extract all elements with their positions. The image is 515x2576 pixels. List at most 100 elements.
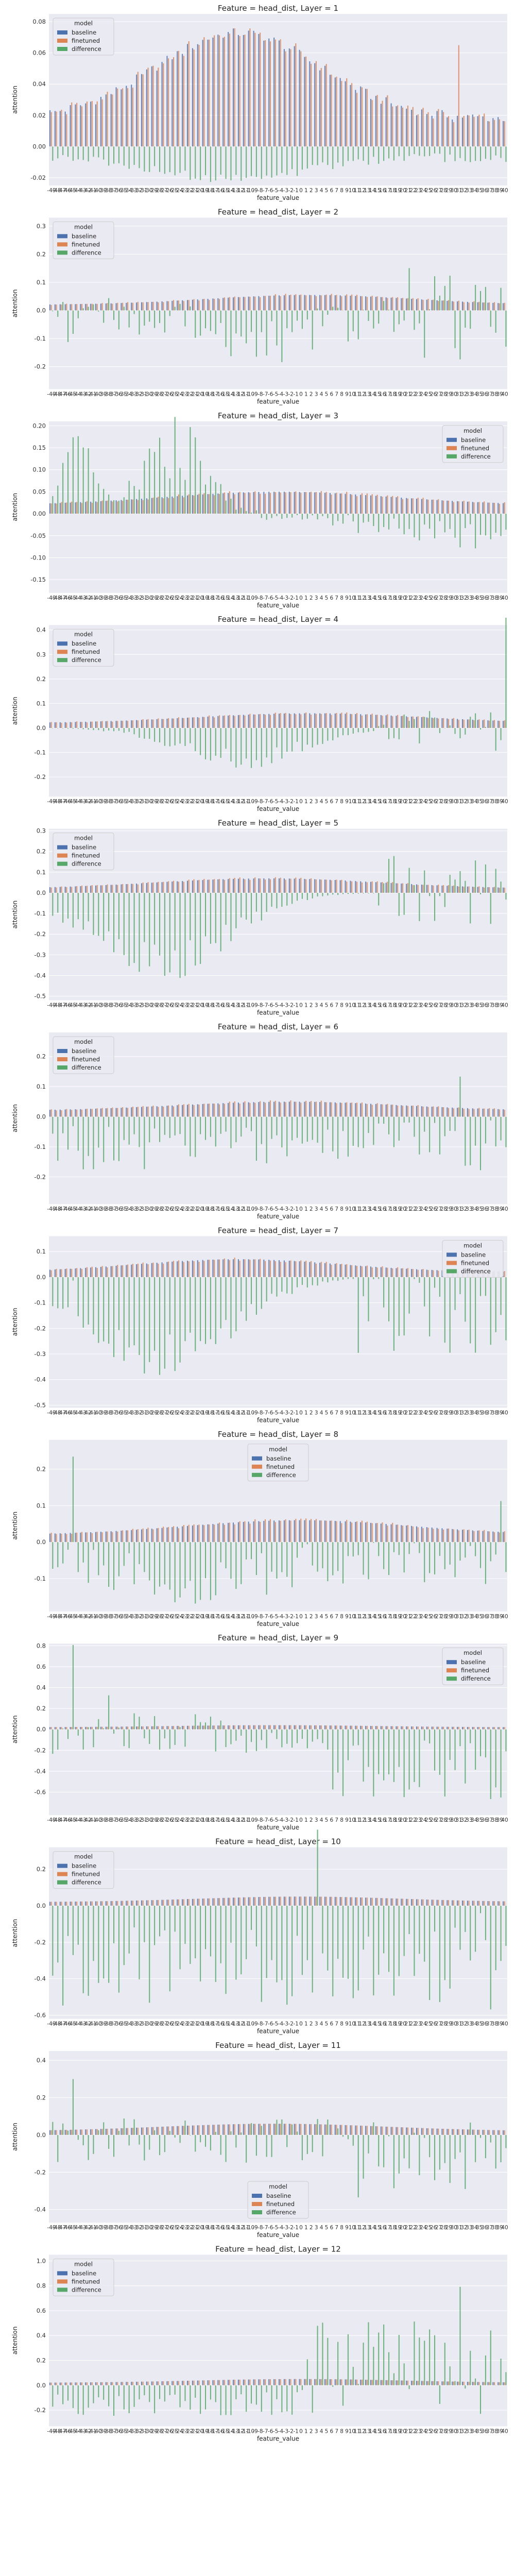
bar-finetuned — [331, 495, 332, 514]
bar-finetuned — [198, 2380, 200, 2385]
bar-difference — [98, 892, 99, 936]
bar-baseline — [192, 1526, 193, 1543]
bar-finetuned — [331, 74, 332, 147]
x-tick-label: -13 — [230, 1410, 239, 1416]
bar-difference — [82, 1905, 84, 1993]
bar-baseline — [319, 493, 321, 514]
x-tick-label: -37 — [108, 2428, 117, 2434]
y-tick-label: 0.4 — [37, 1684, 46, 1691]
bar-finetuned — [346, 1897, 348, 1906]
x-tick-label: 14 — [369, 1614, 376, 1620]
bar-finetuned — [193, 1524, 195, 1543]
bar-finetuned — [91, 885, 93, 893]
bar-finetuned — [300, 2124, 302, 2135]
bar-finetuned — [178, 50, 179, 147]
bar-finetuned — [417, 2381, 419, 2385]
bar-finetuned — [346, 492, 348, 514]
bar-finetuned — [412, 1105, 414, 1117]
bar-finetuned — [376, 2126, 378, 2135]
bar-finetuned — [254, 296, 256, 311]
bar-finetuned — [493, 302, 495, 311]
bar-finetuned — [463, 1529, 465, 1543]
bar-difference — [276, 1542, 278, 1579]
x-tick-label: 9 — [345, 1206, 349, 1212]
bar-difference — [246, 310, 247, 344]
bar-finetuned — [443, 1529, 444, 1543]
bar-finetuned — [448, 1900, 450, 1906]
x-tick-label: 6 — [330, 799, 333, 805]
bar-finetuned — [81, 1269, 83, 1277]
bar-difference — [261, 728, 262, 767]
x-tick-label: 21 — [404, 799, 411, 805]
bar-difference — [368, 1542, 369, 1580]
bar-baseline — [151, 1263, 152, 1277]
bar-baseline — [105, 303, 107, 311]
bar-finetuned — [209, 1524, 210, 1543]
bar-finetuned — [168, 2381, 169, 2385]
bar-difference — [332, 146, 334, 170]
bar-difference — [123, 497, 125, 514]
bar-finetuned — [183, 1899, 184, 1906]
x-tick-label: -21 — [190, 595, 198, 601]
bar-difference — [62, 146, 64, 156]
y-tick-label: -0.5 — [35, 993, 46, 1000]
x-tick-label: 1 — [304, 2225, 308, 2231]
bar-finetuned — [244, 35, 246, 147]
bar-finetuned — [244, 715, 246, 728]
bar-finetuned — [458, 2381, 459, 2385]
x-tick-label: 9 — [345, 188, 349, 194]
bar-finetuned — [412, 298, 414, 311]
x-tick-label: -32 — [133, 1003, 142, 1009]
bar-baseline — [54, 1533, 56, 1543]
x-tick-label: -23 — [179, 188, 188, 194]
bar-baseline — [375, 1104, 376, 1117]
bar-baseline — [95, 1108, 97, 1117]
bar-finetuned — [305, 1896, 307, 1906]
x-tick-label: 7 — [335, 1003, 338, 1009]
bar-baseline — [197, 880, 198, 893]
legend-label: baseline — [266, 2192, 291, 2199]
bar-baseline — [426, 2128, 427, 2135]
x-tick-label: 18 — [389, 1410, 396, 1416]
x-tick-label: 28 — [440, 1206, 447, 1212]
x-tick-label: -42 — [83, 1410, 92, 1416]
bar-baseline — [339, 714, 341, 728]
bar-finetuned — [198, 1524, 200, 1543]
bar-baseline — [355, 90, 356, 147]
bar-difference — [398, 2335, 400, 2385]
bar-difference — [408, 2134, 410, 2168]
bar-baseline — [75, 104, 76, 147]
bar-baseline — [75, 2382, 76, 2385]
bar-difference — [505, 617, 507, 728]
bar-finetuned — [71, 722, 73, 728]
bar-difference — [393, 856, 394, 893]
x-tick-label: -37 — [108, 1206, 117, 1212]
x-tick-label: 31 — [455, 188, 462, 194]
x-tick-label: 34 — [471, 1817, 478, 1823]
bar-difference — [123, 1116, 125, 1140]
bar-difference — [368, 146, 369, 165]
bar-difference — [250, 310, 252, 332]
bar-baseline — [70, 2382, 71, 2385]
bar-baseline — [121, 2382, 122, 2385]
x-tick-label: -4 — [278, 1206, 284, 1212]
bar-difference — [296, 310, 298, 321]
bar-baseline — [477, 1531, 478, 1543]
x-tick-label: 18 — [389, 2225, 396, 2231]
bar-finetuned — [188, 879, 190, 893]
bar-finetuned — [244, 297, 246, 311]
bar-baseline — [492, 720, 494, 728]
legend-swatch-finetuned — [252, 2202, 262, 2206]
bar-baseline — [151, 2127, 152, 2135]
bar-finetuned — [382, 716, 383, 728]
bar-finetuned — [229, 2124, 230, 2135]
x-tick-label: 29 — [445, 1614, 452, 1620]
bar-finetuned — [468, 115, 470, 147]
bar-finetuned — [142, 1106, 144, 1117]
bar-difference — [118, 310, 119, 330]
x-tick-label: -15 — [220, 595, 229, 601]
bar-baseline — [390, 1726, 392, 1730]
bar-finetuned — [198, 1899, 200, 1906]
bar-baseline — [401, 106, 402, 147]
